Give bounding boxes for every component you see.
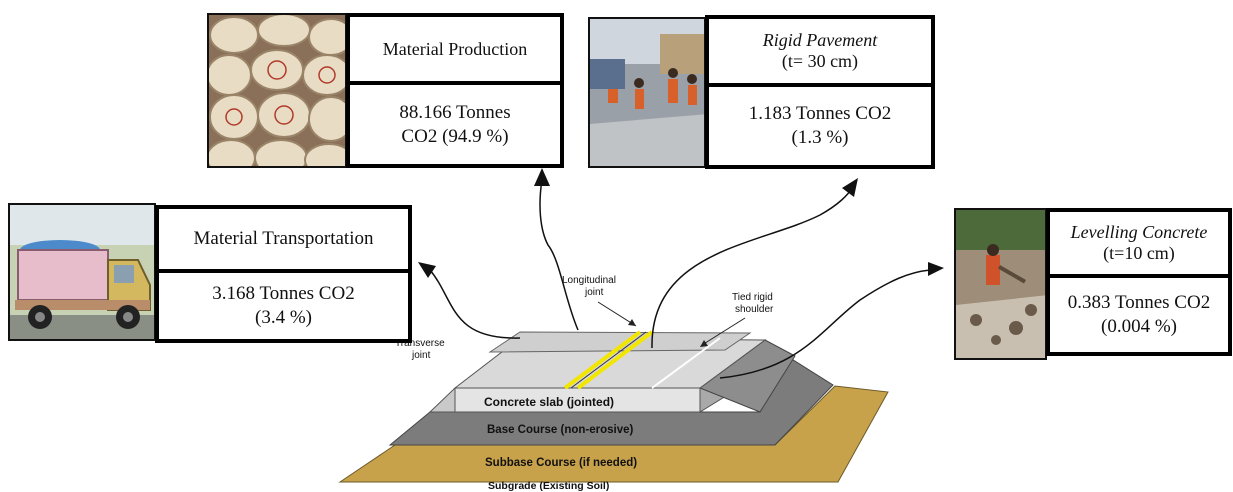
material-production-value-line2: CO2 (94.9 %): [401, 125, 509, 147]
material-production-value-line1: 88.166 Tonnes: [399, 101, 511, 123]
material-production-value-box: 88.166 Tonnes CO2 (94.9 %): [346, 81, 564, 168]
levelling-concrete-value-box: 0.383 Tonnes CO2 (0.004 %): [1046, 274, 1232, 356]
subgrade-label: Subgrade (Existing Soil): [488, 480, 609, 492]
worker-levelling-image: [956, 210, 1045, 358]
worker-levelling-photo: [954, 208, 1047, 360]
levelling-concrete-subtitle: (t=10 cm): [1103, 243, 1175, 263]
tied-shoulder-pointer: [701, 317, 746, 346]
concrete-slab-label: Concrete slab (jointed): [484, 395, 614, 409]
material-transportation-title: Material Transportation: [193, 228, 374, 250]
subbase-course-label: Subbase Course (if needed): [485, 457, 637, 469]
tied-shoulder-label-2: shoulder: [735, 304, 774, 315]
tied-shoulder-label-1: Tied rigid: [732, 292, 773, 303]
levelling-concrete-title: Levelling Concrete: [1070, 222, 1208, 243]
arrow-to-levelling-head: [928, 262, 944, 276]
rigid-pavement-subtitle: (t= 30 cm): [781, 51, 859, 71]
material-transportation-value-box: 3.168 Tonnes CO2 (3.4 %): [155, 269, 412, 343]
transverse-joint-label-1: Transverse: [395, 338, 445, 349]
cement-bags-image: [209, 15, 345, 166]
arrow-to-rigid-head: [842, 178, 858, 197]
rigid-pavement-title: Rigid Pavement: [762, 30, 878, 51]
material-transportation-value-line2: (3.4 %): [255, 307, 312, 328]
rigid-pavement-value-line1: 1.183 Tonnes CO2: [748, 103, 892, 125]
levelling-concrete-title-box: Levelling Concrete (t=10 cm): [1046, 208, 1232, 278]
rigid-pavement-value-line2: (1.3 %): [791, 127, 849, 148]
material-production-title-box: Material Production: [346, 13, 564, 85]
arrow-to-production-head: [534, 168, 550, 186]
arrow-to-levelling: [719, 269, 931, 379]
tied-shoulder-joint-line: [651, 337, 721, 389]
workers-paving-image: [590, 19, 704, 166]
arrow-to-transport: [429, 269, 521, 339]
dump-truck-image: [10, 205, 154, 339]
workers-paving-photo: [588, 17, 706, 168]
longitudinal-joint-label-1: Longitudinal: [562, 275, 616, 286]
longitudinal-joint-line: [563, 330, 642, 390]
arrow-to-transport-head: [418, 262, 436, 278]
longitudinal-joint-pointer-head: [628, 319, 636, 326]
longitudinal-joint-edge: [570, 331, 647, 389]
levelling-concrete-value-line2: (0.004 %): [1101, 316, 1177, 337]
levelling-concrete-value-line1: 0.383 Tonnes CO2: [1067, 292, 1211, 314]
longitudinal-joint-label-2: joint: [584, 287, 604, 298]
cement-bags-photo: [207, 13, 347, 168]
arrow-to-rigid: [651, 187, 853, 349]
material-production-title: Material Production: [382, 38, 528, 59]
concrete-slab-left-bevel: [428, 386, 456, 413]
longitudinal-joint-pointer: [597, 301, 637, 327]
arrow-to-production: [539, 179, 579, 331]
rigid-pavement-title-box: Rigid Pavement (t= 30 cm): [705, 15, 935, 87]
longitudinal-joint-line-2: [576, 330, 654, 390]
base-course-label: Base Course (non-erosive): [487, 424, 634, 436]
tied-shoulder-pointer-head: [700, 340, 708, 347]
rigid-pavement-value-box: 1.183 Tonnes CO2 (1.3 %): [705, 83, 935, 169]
dump-truck-photo: [8, 203, 156, 341]
material-transportation-title-box: Material Transportation: [155, 205, 412, 273]
transverse-joint-label-2: joint: [411, 350, 431, 361]
material-transportation-value-line1: 3.168 Tonnes CO2: [212, 283, 355, 305]
